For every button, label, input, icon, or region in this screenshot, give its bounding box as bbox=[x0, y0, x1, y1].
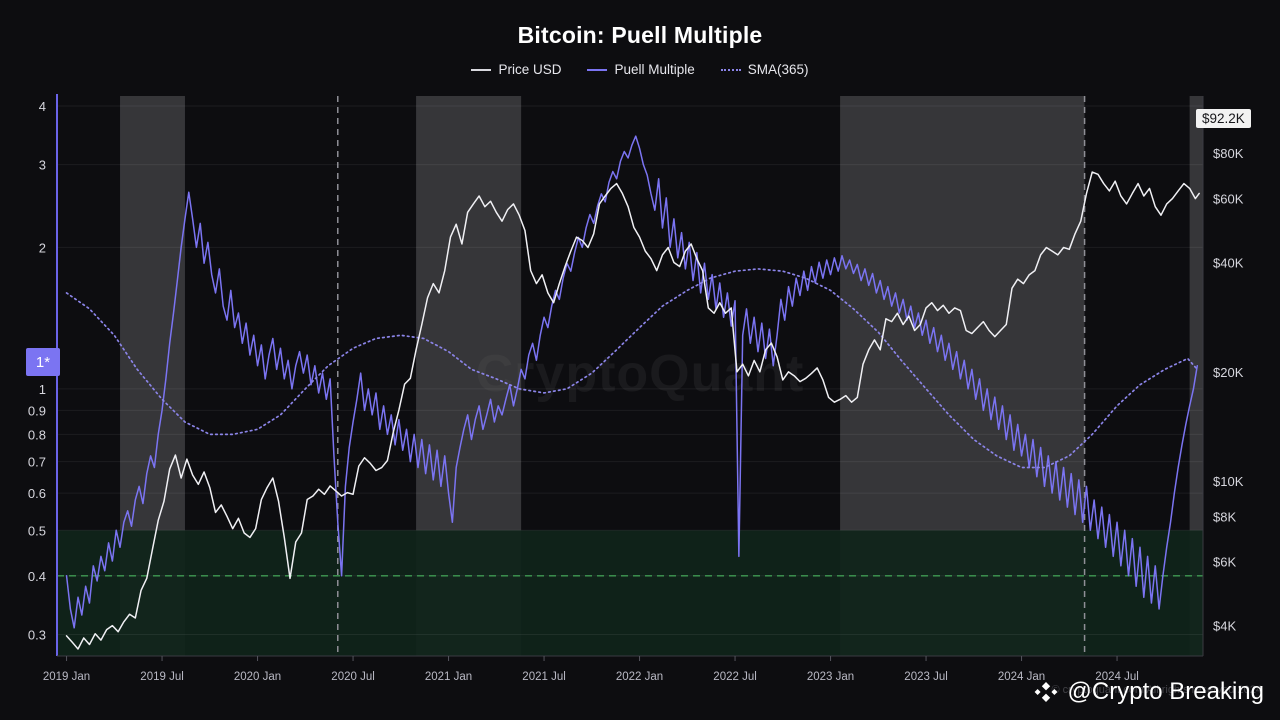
x-axis-tick-label: 2019 Jan bbox=[43, 671, 90, 683]
legend-item-sma365[interactable]: SMA(365) bbox=[720, 62, 809, 77]
x-axis-tick-label: 2024 Jul bbox=[1095, 671, 1138, 683]
y2-axis-tick-label: $60K bbox=[1213, 192, 1244, 207]
y2-axis-tick-label: $40K bbox=[1213, 256, 1244, 271]
y2-axis-tick-label: $8K bbox=[1213, 509, 1236, 524]
x-axis-tick-label: 2022 Jan bbox=[616, 671, 663, 683]
y2-axis-tick-label: $80K bbox=[1213, 146, 1244, 161]
y-axis-tick-label: 4 bbox=[39, 99, 46, 114]
y-axis-tick-label: 3 bbox=[39, 158, 46, 173]
y2-axis-tick-label: $4K bbox=[1213, 619, 1236, 634]
legend-item-price-usd[interactable]: Price USD bbox=[471, 62, 561, 77]
x-axis-tick-label: 2023 Jan bbox=[807, 671, 854, 683]
accumulation-zone bbox=[57, 530, 1203, 656]
y-axis-tick-label: 0.3 bbox=[28, 628, 46, 643]
legend-label: Puell Multiple bbox=[614, 62, 695, 77]
chart-legend: Price USD Puell Multiple SMA(365) bbox=[0, 62, 1280, 77]
x-axis-tick-label: 2020 Jan bbox=[234, 671, 281, 683]
y2-axis-tick-label: $10K bbox=[1213, 474, 1244, 489]
x-axis-tick-label: 2023 Jul bbox=[904, 671, 947, 683]
brand-name: @Crypto Breaking bbox=[1067, 678, 1264, 705]
legend-label: Price USD bbox=[498, 62, 562, 77]
x-axis-tick-label: 2020 Jul bbox=[331, 671, 374, 683]
x-axis-tick-label: 2024 Jan bbox=[998, 671, 1045, 683]
y-axis-tick-label: 1 bbox=[39, 382, 46, 397]
series-line-sma-365 bbox=[65, 268, 1199, 469]
current-price-badge: $92.2K bbox=[1196, 109, 1251, 128]
y-axis-tick-label: 0.4 bbox=[28, 569, 46, 584]
legend-label: SMA(365) bbox=[747, 62, 809, 77]
y-axis-tick-label: 0.5 bbox=[28, 523, 46, 538]
legend-swatch-dotted-icon bbox=[720, 68, 741, 71]
left-axis-ticks: 4 3 2 1 0.9 0.8 0.7 0.6 0.5 0.4 0.3 bbox=[28, 99, 46, 643]
right-axis-ticks: $100K$80K$60K$40K$20K$10K$8K$6K$4K bbox=[1213, 111, 1251, 634]
accumulation-zone-rect bbox=[57, 530, 1203, 656]
page-title: Bitcoin: Puell Multiple bbox=[517, 22, 763, 48]
y-axis-tick-label: 2 bbox=[39, 240, 46, 255]
y-axis-tick-label: 0.6 bbox=[28, 486, 46, 501]
y2-axis-tick-label: $6K bbox=[1213, 555, 1236, 570]
y-axis-tick-label: 0.7 bbox=[28, 455, 46, 470]
x-axis-tick-label: 2021 Jan bbox=[425, 671, 472, 683]
x-axis-tick-label: 2021 Jul bbox=[522, 671, 565, 683]
legend-swatch-line-icon bbox=[587, 68, 608, 71]
brand-watermark: @Crypto Breaking bbox=[1033, 678, 1264, 706]
series-line-puell-multiple bbox=[65, 135, 1199, 629]
grid-lines bbox=[57, 105, 1203, 636]
legend-swatch-line-icon bbox=[471, 68, 492, 71]
x-axis-tick-label: 2019 Jul bbox=[140, 671, 183, 683]
x-axis-ticks: 2019 Jan 2019 Jul 2020 Jan 2020 Jul 2021 Jan… bbox=[43, 656, 1139, 683]
y-axis-tick-label: 0.9 bbox=[28, 403, 46, 418]
series-line-price-usd bbox=[65, 171, 1200, 650]
data-series bbox=[65, 135, 1200, 650]
dashed-vertical-lines bbox=[337, 96, 1086, 656]
y-axis-tick-label: 0.8 bbox=[28, 427, 46, 442]
diamond-logo-icon bbox=[1034, 682, 1057, 702]
y2-axis-tick-label: $20K bbox=[1213, 365, 1244, 380]
x-axis-tick-label: 2022 Jul bbox=[713, 671, 756, 683]
left-axis-marker-badge: 1* bbox=[26, 348, 60, 376]
legend-item-puell-multiple[interactable]: Puell Multiple bbox=[587, 62, 695, 77]
